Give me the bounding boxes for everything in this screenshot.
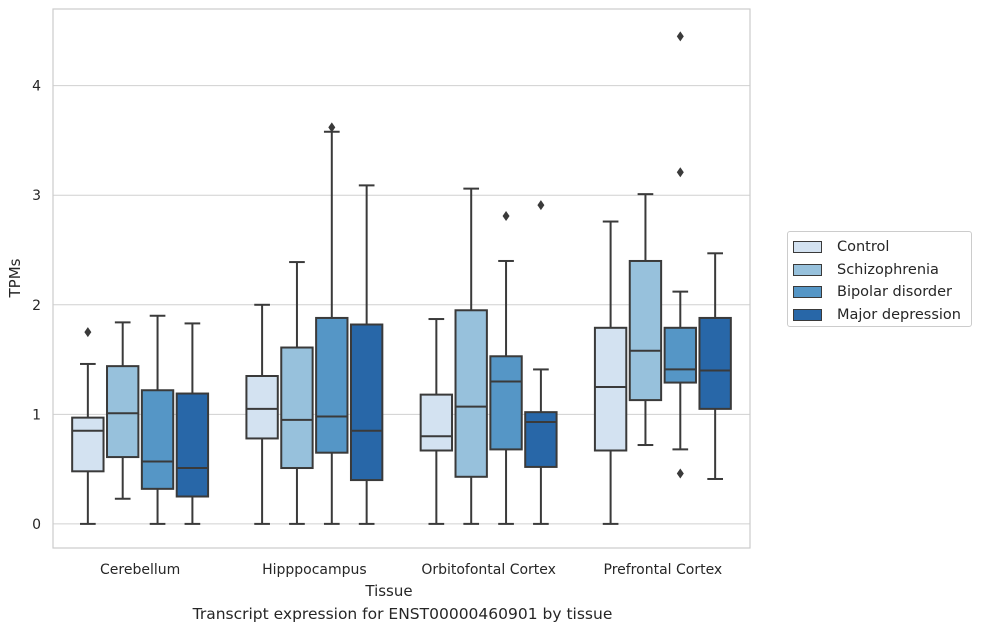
outlier-point	[502, 211, 510, 222]
box-schizophrenia	[106, 321, 140, 500]
outlier-point	[676, 31, 684, 42]
legend-item: Schizophrenia	[792, 259, 965, 282]
y-tick-labels: 0 1 2 3 4	[32, 79, 41, 533]
box-control	[593, 220, 628, 525]
y-tick-label: 2	[32, 298, 41, 314]
box-iqr	[524, 411, 558, 468]
legend-label: Bipolar disorder	[837, 284, 952, 301]
legend-label: Schizophrenia	[837, 261, 939, 278]
box-bipolar-disorder	[489, 211, 523, 525]
box-control	[245, 303, 279, 525]
legend-swatch	[793, 241, 822, 254]
box-control	[419, 318, 454, 525]
box-major-depression	[349, 184, 384, 525]
box-iqr	[349, 323, 384, 482]
x-tick-label: Cerebellum	[100, 562, 180, 578]
plot-frame	[52, 8, 751, 549]
outlier-point	[676, 167, 684, 178]
legend-item: Bipolar disorder	[792, 281, 965, 304]
boxes	[71, 31, 732, 525]
box-major-depression	[524, 200, 558, 525]
y-tick-label: 1	[32, 407, 41, 423]
outlier-point	[328, 122, 336, 133]
legend-label: Major depression	[837, 306, 961, 323]
box-schizophrenia	[280, 261, 314, 525]
y-tick-label: 0	[32, 517, 41, 533]
box-iqr	[140, 389, 175, 490]
legend-item: Control	[792, 236, 965, 259]
legend-swatch	[793, 308, 822, 321]
box-iqr	[454, 309, 488, 478]
legend-label: Control	[837, 239, 890, 256]
x-tick-label: Hipppocampus	[262, 562, 367, 578]
x-axis-label: Tissue	[364, 582, 412, 600]
box-schizophrenia	[454, 187, 488, 525]
box-iqr	[245, 375, 279, 440]
box-iqr	[280, 346, 314, 470]
outlier-point	[537, 200, 545, 211]
legend-swatch	[793, 263, 822, 276]
box-iqr	[628, 259, 663, 402]
box-schizophrenia	[628, 193, 663, 447]
y-axis-label: TPMs	[6, 258, 24, 298]
legend: Control Schizophrenia Bipolar disorder Majo…	[787, 231, 972, 327]
outlier-point	[676, 468, 684, 479]
x-tick-label: Orbitofontal Cortex	[421, 562, 556, 578]
box-iqr	[698, 316, 732, 410]
box-iqr	[419, 393, 454, 452]
box-iqr	[593, 326, 628, 452]
legend-swatch	[793, 286, 822, 299]
x-tick-label: Prefrontal Cortex	[604, 562, 723, 578]
figure-caption: Transcript expression for ENST0000046090…	[192, 605, 613, 623]
box-iqr	[175, 392, 210, 498]
box-iqr	[315, 316, 349, 454]
box-iqr	[71, 416, 105, 473]
box-control	[71, 327, 105, 525]
box-iqr	[663, 326, 697, 384]
box-bipolar-disorder	[315, 122, 349, 525]
box-major-depression	[175, 322, 210, 525]
x-tick-labels: Cerebellum Hipppocampus Orbitofontal Corte…	[100, 562, 722, 578]
outlier-point	[84, 327, 92, 338]
legend-item: Major depression	[792, 304, 965, 327]
box-iqr	[489, 355, 523, 451]
box-bipolar-disorder	[663, 31, 697, 479]
y-tick-label: 3	[32, 188, 41, 204]
box-bipolar-disorder	[140, 314, 175, 525]
y-tick-label: 4	[32, 79, 41, 95]
box-major-depression	[698, 252, 732, 480]
box-iqr	[106, 365, 140, 459]
